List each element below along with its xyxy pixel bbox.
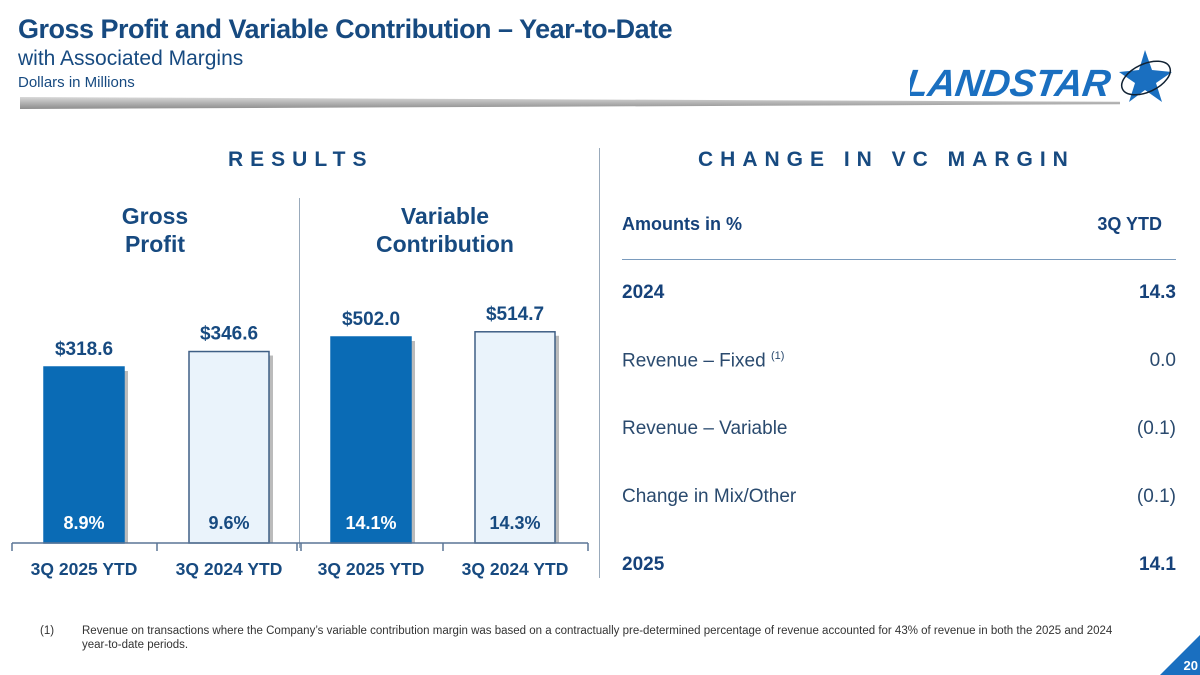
row-label: Revenue – Fixed (622, 350, 766, 372)
bar (474, 331, 556, 544)
group-divider (299, 198, 300, 548)
row-value: 14.1 (1139, 554, 1176, 575)
page-title: Gross Profit and Variable Contribution –… (18, 14, 673, 44)
table-row: Revenue – Variable (0.1) (622, 418, 1176, 440)
svg-text:LANDSTAR: LANDSTAR (910, 62, 1114, 105)
bar (188, 350, 270, 544)
margin-label: 14.3% (489, 513, 540, 533)
page-subtitle: with Associated Margins (18, 47, 244, 70)
value-label: $502.0 (342, 309, 400, 330)
table-header: Amounts in % 3Q YTD (622, 214, 1176, 235)
bar (330, 336, 412, 544)
row-value: 0.0 (1149, 350, 1176, 371)
row-footnote-ref: (1) (770, 350, 785, 362)
table-row: Change in Mix/Other (0.1) (622, 486, 1176, 508)
margin-label: 8.9% (63, 513, 104, 533)
units-note: Dollars in Millions (18, 74, 135, 91)
value-label: $514.7 (486, 304, 544, 325)
variable-contribution-label: Variable Contribution (376, 203, 514, 257)
category-label: 3Q 2025 YTD (31, 559, 138, 579)
results-bar-chart: $318.6 8.9% 3Q 2025 YTD $346.6 9.6% 3Q 2024 Y… (11, 304, 589, 579)
table-row: 2025 14.1 (622, 554, 1176, 576)
margin-label: 14.1% (345, 513, 396, 533)
margin-label: 9.6% (208, 513, 249, 533)
table-rule (622, 259, 1176, 260)
footnote: (1) Revenue on transactions where the Co… (40, 625, 1113, 651)
bar (43, 366, 125, 544)
gross-profit-label: Gross Profit (121, 203, 189, 257)
landstar-logo: LANDSTAR (910, 50, 1172, 105)
category-label: 3Q 2025 YTD (318, 559, 425, 579)
row-label: Revenue – Variable (622, 418, 788, 439)
value-label: $346.6 (200, 324, 258, 345)
category-label: 3Q 2024 YTD (462, 559, 569, 579)
row-value: (0.1) (1136, 486, 1176, 507)
col-label: Amounts in % (622, 214, 742, 234)
category-label: 3Q 2024 YTD (176, 559, 283, 579)
star-icon (1119, 50, 1172, 102)
page-number: 20 (1183, 658, 1198, 673)
table-row: Revenue – Fixed (1) 0.0 (622, 350, 1176, 372)
row-label: 2025 (622, 554, 665, 575)
row-value: (0.1) (1136, 418, 1176, 439)
row-value: 14.3 (1139, 282, 1176, 303)
table-row: 2024 14.3 (622, 282, 1176, 304)
results-heading: RESULTS (228, 148, 374, 171)
section-divider (599, 148, 600, 578)
row-label: Change in Mix/Other (622, 486, 797, 507)
value-label: $318.6 (55, 339, 113, 360)
row-label: 2024 (622, 282, 665, 303)
col-period: 3Q YTD (1097, 214, 1162, 234)
change-heading: CHANGE IN VC MARGIN (698, 148, 1075, 171)
